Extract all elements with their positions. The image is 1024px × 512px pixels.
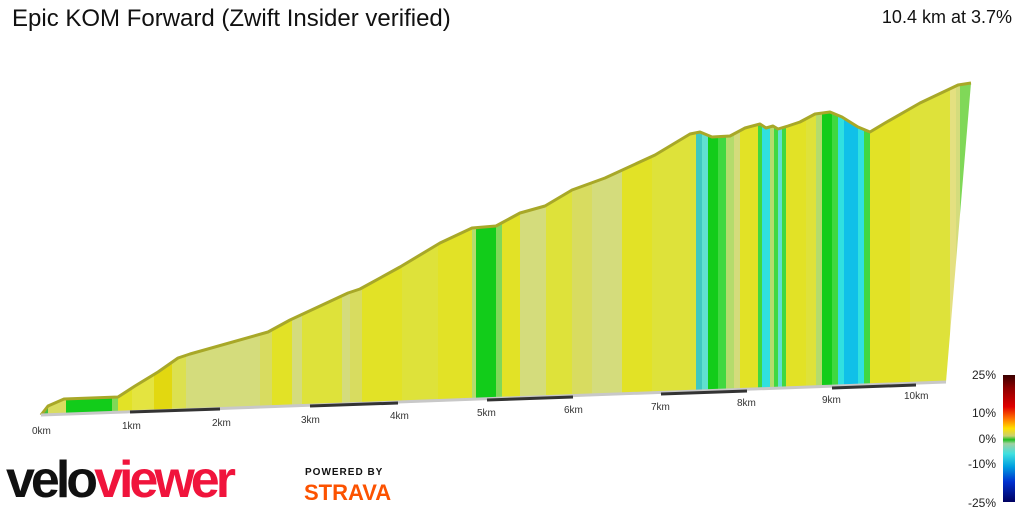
legend-label-0: 0%: [978, 432, 996, 446]
tick-8km: 8km: [737, 398, 756, 409]
tick-5km: 5km: [477, 408, 496, 419]
profile-outline: [39, 81, 972, 416]
legend-label-minus25: -25%: [967, 496, 996, 510]
tick-1km: 1km: [122, 421, 141, 432]
logo-velo: velo: [6, 451, 98, 509]
climb-summary: 10.4 km at 3.7%: [881, 7, 1012, 27]
tick-7km: 7km: [651, 402, 670, 413]
tick-2km: 2km: [212, 418, 231, 429]
legend-label-minus10: -10%: [967, 457, 996, 471]
powered-by-label: POWERED BY: [305, 467, 384, 478]
tick-9km: 9km: [822, 395, 841, 406]
tick-6km: 6km: [564, 405, 583, 416]
logo-viewer: viewer: [94, 451, 236, 509]
strava-logo: STRAVA: [304, 480, 392, 505]
page-title: Epic KOM Forward (Zwift Insider verified…: [12, 5, 451, 32]
tick-3km: 3km: [301, 415, 320, 426]
legend-label-25: 25%: [971, 368, 996, 382]
veloviewer-logo: veloviewer: [6, 451, 236, 509]
legend-label-10: 10%: [971, 406, 996, 420]
tick-10km: 10km: [904, 391, 929, 402]
tick-4km: 4km: [390, 411, 409, 422]
gradient-colorbar: [1003, 375, 1015, 502]
tick-0km: 0km: [32, 426, 51, 437]
